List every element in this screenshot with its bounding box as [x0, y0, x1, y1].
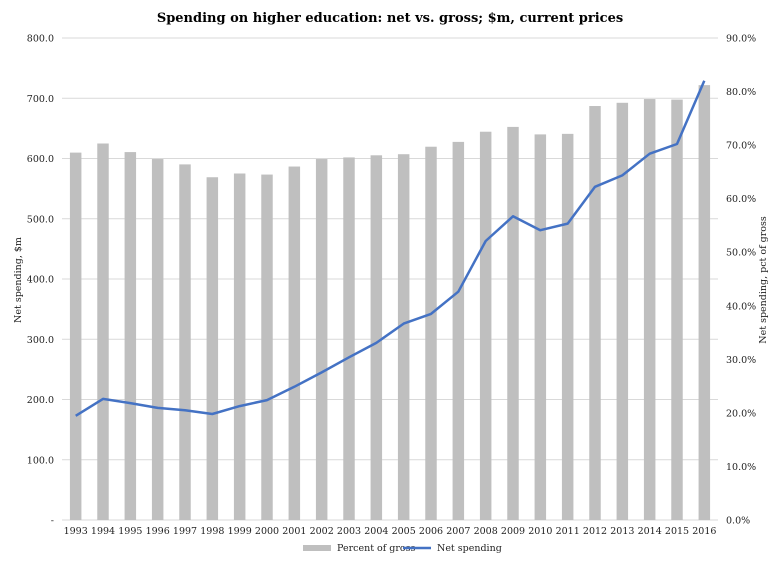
bar	[151, 159, 164, 520]
x-tick-label: 1997	[173, 526, 197, 537]
bar	[69, 152, 82, 520]
bar	[589, 106, 601, 520]
x-tick-label: 2000	[255, 526, 279, 537]
right-tick-label: 0.0%	[726, 516, 750, 527]
left-tick-label: 300.0	[27, 335, 54, 346]
x-tick-label: 2001	[282, 526, 306, 537]
x-tick-label: 2008	[474, 526, 498, 537]
line-path	[75, 80, 706, 417]
x-tick-label: 2004	[364, 526, 388, 537]
left-tick-label: 600.0	[27, 154, 54, 165]
bar	[261, 174, 273, 521]
x-tick-label: 2006	[419, 526, 443, 537]
x-axis-ticks: 1993 1994 1995 1996 1997 1998 1999 2000 2001 2002…	[64, 526, 717, 537]
bar	[343, 157, 355, 520]
bar	[233, 173, 246, 521]
right-tick-label: 20.0%	[726, 408, 756, 419]
x-tick-label: 2013	[610, 526, 634, 537]
x-tick-label: 2015	[665, 526, 689, 537]
right-tick-label: 70.0%	[726, 141, 756, 152]
x-tick-label: 2010	[528, 526, 552, 537]
left-tick-label: 800.0	[27, 34, 54, 45]
right-tick-label: 80.0%	[726, 87, 756, 98]
x-tick-label: 2005	[392, 526, 416, 537]
x-tick-label: 2012	[583, 526, 607, 537]
right-tick-label: 90.0%	[726, 34, 756, 45]
legend-label-net-spending: Net spending	[437, 543, 502, 554]
x-tick-label: 2014	[638, 526, 662, 537]
bar	[97, 143, 109, 520]
bar	[315, 159, 328, 520]
bar	[425, 146, 437, 520]
bar	[616, 102, 629, 521]
bars-percent-of-gross	[69, 85, 711, 521]
left-tick-label: 500.0	[27, 214, 54, 225]
x-tick-label: 2003	[337, 526, 361, 537]
bar	[671, 99, 683, 520]
bar	[643, 99, 656, 520]
right-tick-label: 30.0%	[726, 355, 756, 366]
right-axis-ticks: 0.0% 10.0% 20.0% 30.0% 40.0% 50.0% 60.0% 70.0% 8…	[726, 34, 756, 527]
x-tick-label: 1994	[91, 526, 115, 537]
left-axis-label: Net spending, $m	[13, 237, 24, 323]
left-tick-label: 200.0	[27, 395, 54, 406]
x-tick-label: 1996	[146, 526, 170, 537]
chart-title: Spending on higher education: net vs. gr…	[157, 11, 623, 26]
bar	[179, 164, 191, 520]
x-tick-label: 1993	[64, 526, 88, 537]
bar	[397, 154, 410, 520]
bar	[452, 141, 465, 521]
x-tick-label: 1998	[200, 526, 224, 537]
right-tick-label: 10.0%	[726, 462, 756, 473]
bar	[370, 155, 383, 520]
bar	[288, 166, 301, 521]
x-tick-label: 2009	[501, 526, 525, 537]
bar	[561, 133, 574, 520]
legend: Percent of gross Net spending	[303, 543, 502, 554]
right-tick-label: 60.0%	[726, 194, 756, 205]
x-tick-label: 2007	[446, 526, 470, 537]
x-tick-label: 2016	[692, 526, 716, 537]
line-net-spending	[75, 80, 706, 417]
legend-swatch-percent-of-gross	[303, 545, 331, 551]
bar	[507, 126, 519, 520]
right-tick-label: 40.0%	[726, 301, 756, 312]
bar	[124, 152, 137, 520]
legend-label-percent-of-gross: Percent of gross	[337, 543, 415, 554]
bar	[698, 85, 711, 520]
bar	[479, 131, 492, 520]
x-tick-label: 1999	[228, 526, 252, 537]
bar	[206, 177, 219, 520]
bar	[534, 134, 547, 520]
left-axis-ticks: - 100.0 200.0 300.0 400.0 500.0 600.0 700.0 800.…	[27, 34, 54, 527]
right-tick-label: 50.0%	[726, 248, 756, 259]
left-tick-label: 400.0	[27, 275, 54, 286]
left-tick-label: 700.0	[27, 94, 54, 105]
left-tick-label: 100.0	[27, 455, 54, 466]
x-tick-label: 2002	[310, 526, 334, 537]
x-tick-label: 2011	[556, 526, 580, 537]
gridlines	[62, 37, 718, 521]
x-tick-label: 1995	[118, 526, 142, 537]
left-tick-label: -	[51, 516, 54, 527]
right-axis-label: Net spending, pct of gross	[758, 216, 769, 344]
